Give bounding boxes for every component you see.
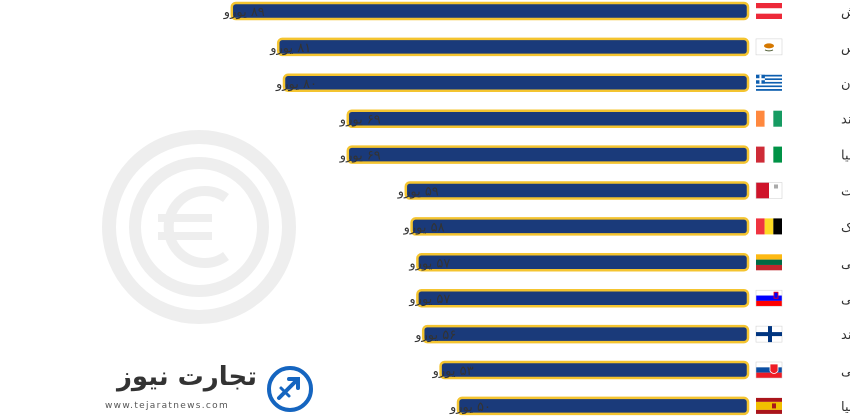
value-label: ۶۹ یورو (339, 149, 381, 164)
bar-row: ۵۹ یورو مالت (397, 181, 850, 200)
bar-row: ۵۰ یورو اسپانیا (449, 396, 850, 416)
bar (439, 360, 750, 380)
bar (276, 37, 750, 57)
country-label: مالت (841, 185, 850, 200)
bar-row: ۶۹ یورو ایرلند (339, 109, 850, 128)
bar-row: ۸۰ یورو یونان (275, 73, 850, 93)
greece-flag (756, 74, 782, 91)
country-label: ایتالیا (841, 149, 850, 164)
value-label: ۸۹ یورو (223, 5, 265, 20)
austria-flag (756, 3, 782, 19)
bar (282, 73, 750, 93)
value-label: ۵۷ یورو (408, 256, 450, 271)
country-label: فنلاند (841, 328, 850, 343)
bar (346, 145, 750, 164)
bar-row: ۵۷ یورو اسلوونی (408, 288, 850, 308)
value-label: ۸۱ یورو (269, 41, 311, 56)
value-label: ۶۹ یورو (339, 113, 381, 128)
euro-watermark-icon (102, 130, 296, 324)
cyprus-flag (755, 38, 783, 56)
bar-row: ۶۹ یورو ایتالیا (339, 145, 850, 164)
country-label: لیتوانی (841, 256, 850, 271)
value-label: ۵۷ یورو (408, 292, 450, 307)
tejarat-logo-mark-icon (267, 366, 313, 412)
country-label: اسپانیا (841, 400, 850, 415)
country-label: یونان (841, 77, 850, 92)
value-label: ۵۹ یورو (397, 185, 439, 200)
value-label: ۵۰ یورو (449, 400, 491, 415)
country-label: اتریش (841, 5, 850, 20)
logo-url: www.tejaratnews.com (105, 401, 230, 411)
lithuania-flag (756, 254, 782, 271)
bar (346, 109, 750, 128)
country-label: اسلواکی (841, 364, 850, 379)
bar-row: ۵۳ یورو اسلواکی (432, 360, 850, 380)
value-label: ۵۶ یورو (414, 328, 456, 343)
country-label: بلژیک (841, 220, 850, 235)
ireland-flag (756, 110, 782, 127)
bar-row: ۵۸ یورو بلژیک (403, 217, 850, 236)
value-label: ۸۰ یورو (275, 77, 317, 92)
bar (456, 396, 750, 416)
belgium-flag (756, 218, 782, 235)
bar (416, 253, 750, 272)
bar (416, 288, 750, 308)
value-label: ۵۸ یورو (403, 220, 445, 235)
spain-flag (756, 397, 782, 414)
bar (421, 324, 750, 344)
malta-flag (755, 182, 783, 199)
bar-row: ۸۱ یورو قبرس (269, 37, 850, 57)
bar (404, 181, 750, 200)
bar-row: ۸۹ یورو اتریش (223, 1, 850, 21)
country-label: ایرلند (841, 113, 850, 128)
finland-flag (755, 325, 783, 343)
bar (410, 217, 750, 236)
bar-row: ۵۷ یورو لیتوانی (408, 253, 850, 272)
tejaratnews-logo: تجارت نیوز www.tejaratnews.com (97, 358, 319, 418)
bar (230, 1, 750, 21)
slovenia-flag (755, 289, 783, 307)
bar-row: ۵۶ یورو فنلاند (414, 324, 850, 344)
country-label: اسلوونی (841, 292, 850, 307)
slovakia-flag (755, 361, 783, 379)
italy-flag (756, 146, 782, 163)
value-label: ۵۳ یورو (432, 364, 474, 379)
country-label: قبرس (841, 41, 850, 56)
logo-name: تجارت نیوز (116, 362, 257, 392)
